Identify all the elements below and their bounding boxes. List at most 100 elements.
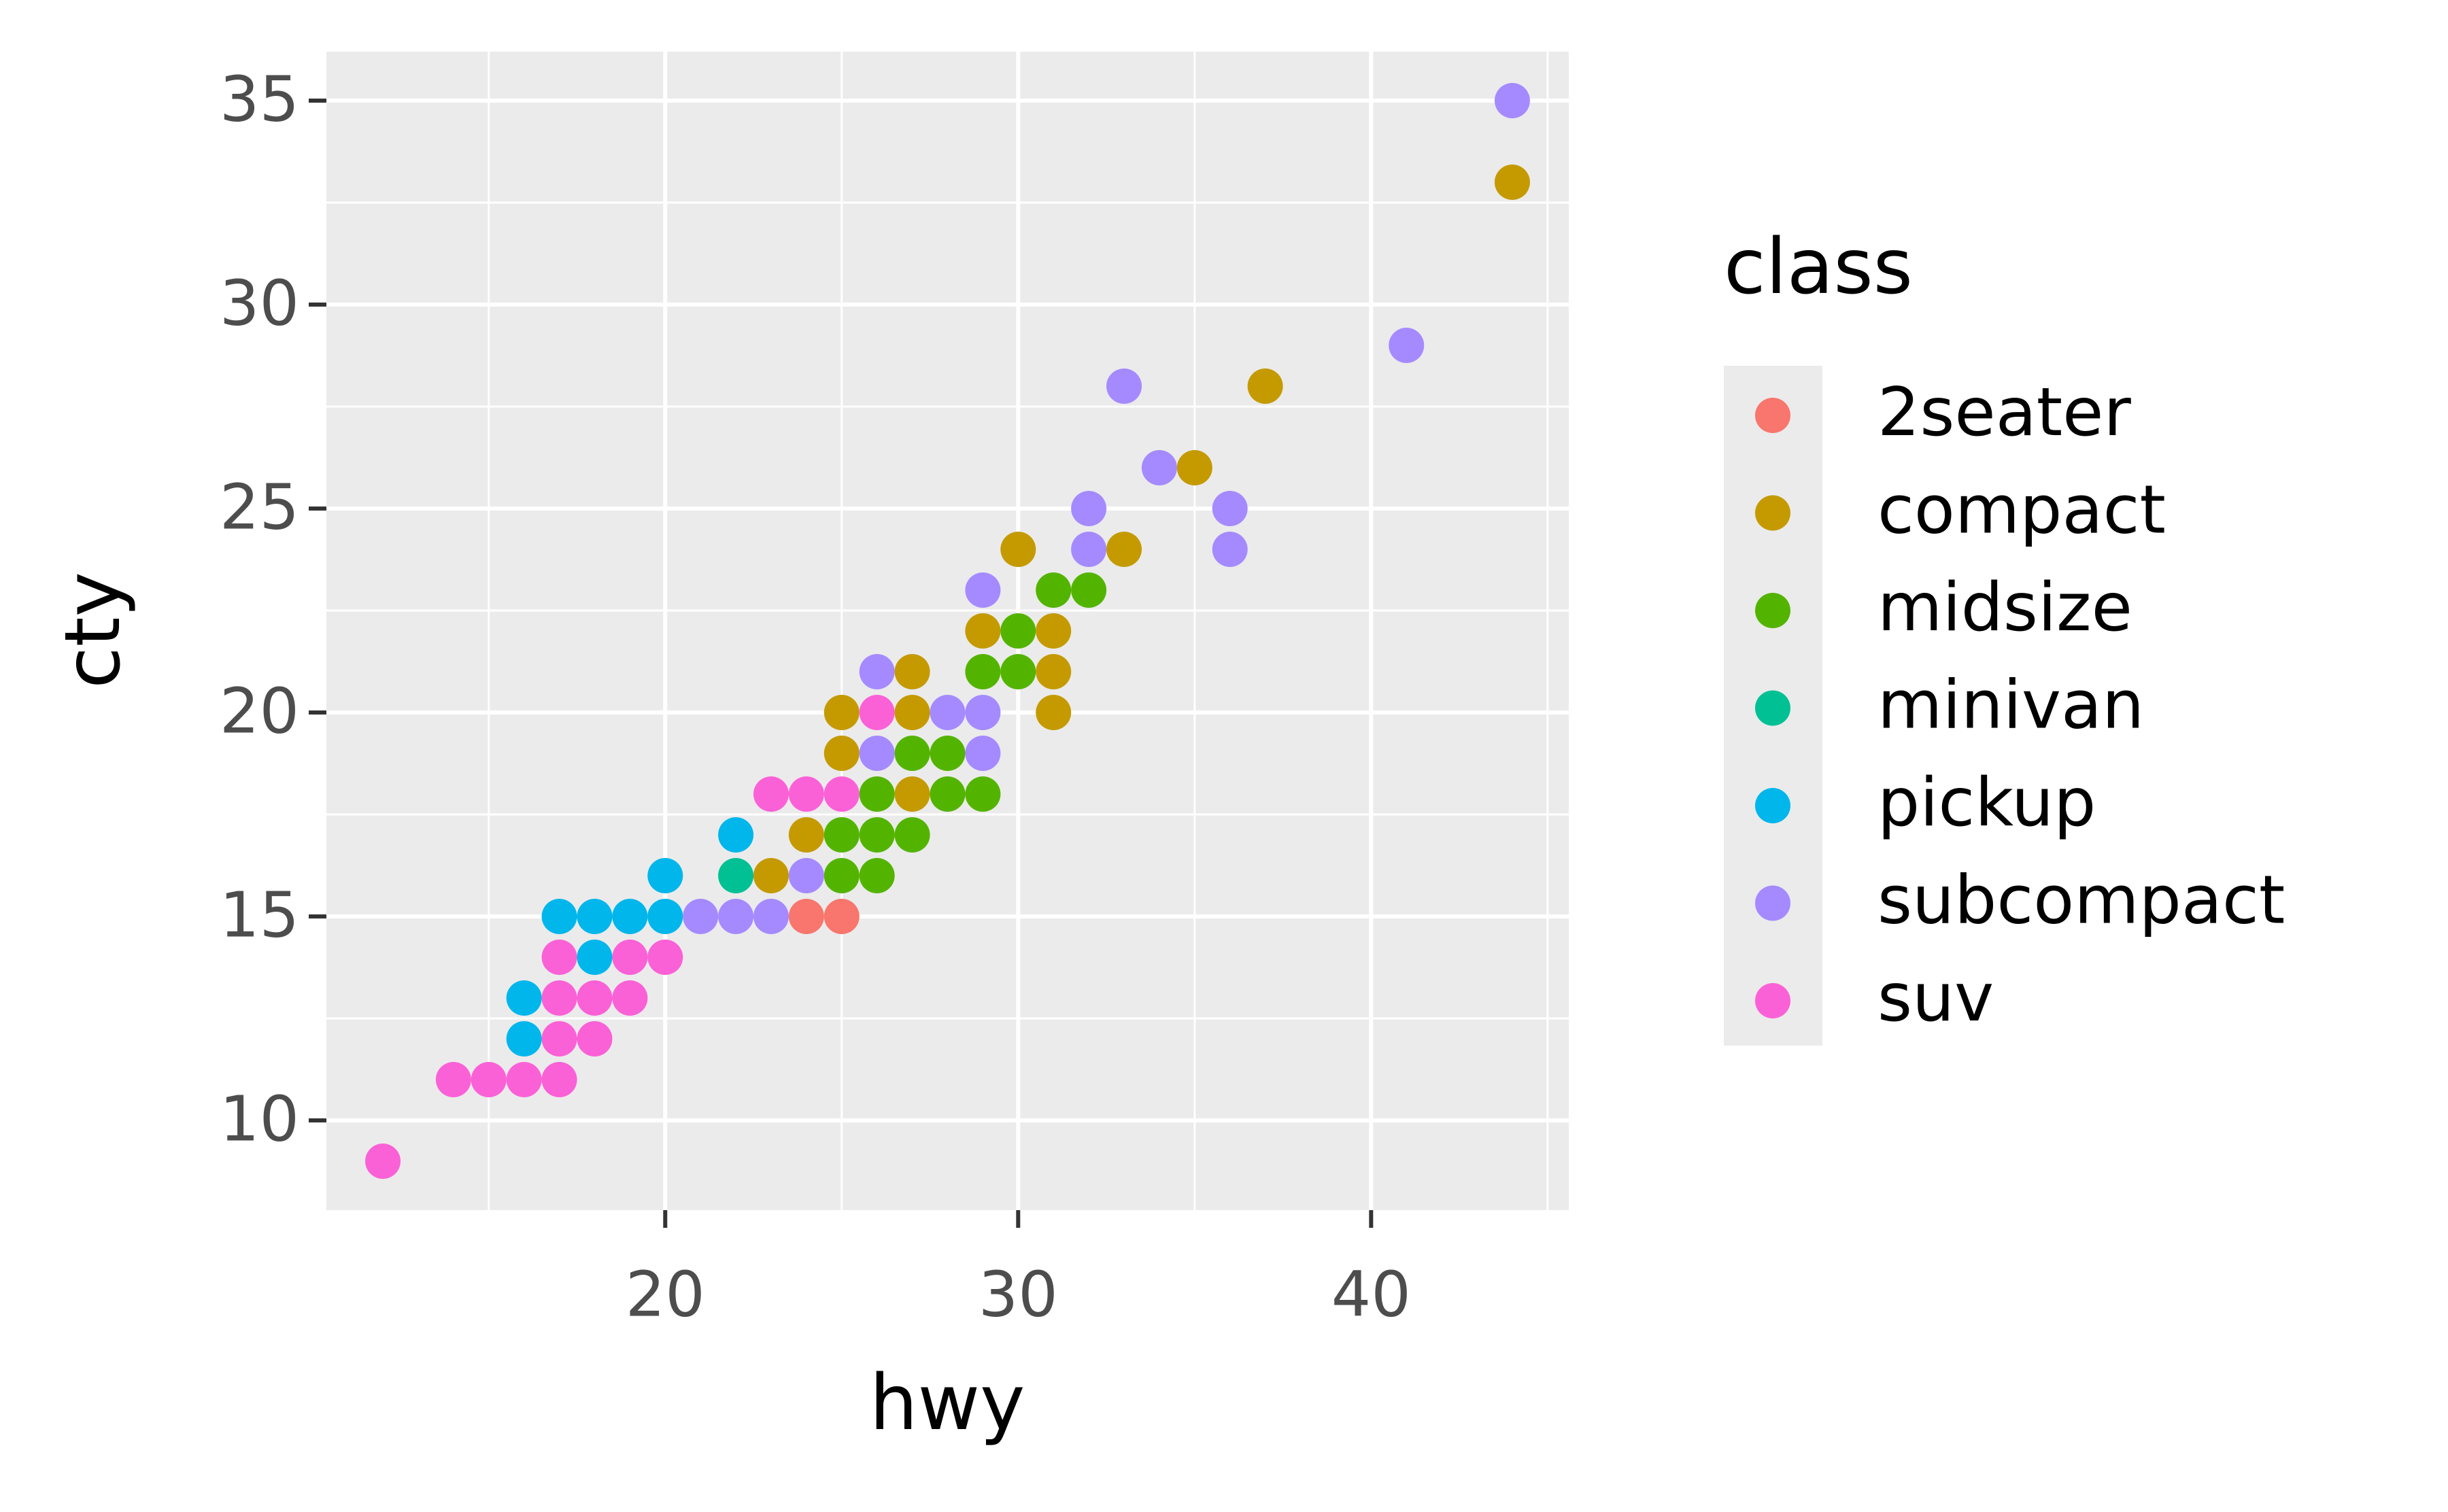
legend-key bbox=[1755, 788, 1790, 823]
legend-label: midsize bbox=[1877, 569, 2132, 647]
point bbox=[506, 1021, 542, 1056]
point bbox=[788, 899, 824, 934]
y-tick-label: 35 bbox=[220, 63, 299, 135]
point bbox=[577, 980, 613, 1016]
y-tick-label: 30 bbox=[220, 267, 299, 339]
point bbox=[965, 613, 1001, 649]
point bbox=[859, 695, 895, 730]
point bbox=[823, 736, 860, 771]
point bbox=[506, 980, 542, 1016]
point bbox=[859, 776, 895, 812]
legend-label: minivan bbox=[1877, 666, 2144, 744]
legend-key bbox=[1755, 495, 1790, 531]
point bbox=[647, 858, 683, 893]
point bbox=[647, 899, 683, 934]
point bbox=[894, 695, 930, 730]
point bbox=[894, 817, 930, 853]
y-axis-title: cty bbox=[49, 572, 137, 689]
point bbox=[612, 940, 648, 975]
point bbox=[1071, 532, 1107, 567]
point bbox=[1036, 695, 1072, 730]
point bbox=[577, 899, 613, 934]
y-tick-label: 25 bbox=[220, 470, 299, 543]
point bbox=[718, 899, 754, 934]
legend-key bbox=[1755, 690, 1790, 726]
point bbox=[577, 940, 613, 975]
point bbox=[823, 695, 860, 730]
point bbox=[1000, 613, 1036, 649]
legend-label: subcompact bbox=[1877, 861, 2285, 939]
point bbox=[965, 776, 1001, 812]
point bbox=[1036, 613, 1072, 649]
point bbox=[894, 736, 930, 771]
point bbox=[683, 899, 719, 934]
point bbox=[823, 899, 860, 934]
point bbox=[718, 858, 754, 893]
x-tick-label: 40 bbox=[1331, 1258, 1411, 1330]
panel bbox=[326, 52, 1569, 1210]
point bbox=[541, 899, 577, 934]
legend-key bbox=[1755, 885, 1790, 921]
point bbox=[859, 817, 895, 853]
point bbox=[1071, 572, 1107, 608]
point bbox=[930, 736, 966, 771]
point bbox=[823, 817, 860, 853]
point bbox=[930, 776, 966, 812]
point bbox=[1106, 368, 1142, 404]
point bbox=[506, 1062, 542, 1097]
legend-label: suv bbox=[1877, 959, 1994, 1037]
point bbox=[894, 776, 930, 812]
point bbox=[1036, 572, 1072, 608]
legend-key bbox=[1755, 983, 1790, 1018]
legend-label: pickup bbox=[1877, 764, 2096, 842]
point bbox=[859, 858, 895, 893]
x-tick-label: 20 bbox=[626, 1258, 705, 1330]
point bbox=[1106, 532, 1142, 567]
legend-label: compact bbox=[1877, 471, 2166, 549]
point bbox=[1071, 491, 1107, 526]
point bbox=[753, 776, 789, 812]
y-tick-label: 15 bbox=[220, 878, 299, 951]
point bbox=[612, 899, 648, 934]
point bbox=[1212, 532, 1248, 567]
point bbox=[1000, 532, 1036, 567]
point bbox=[612, 980, 648, 1016]
legend-key bbox=[1755, 593, 1790, 628]
point bbox=[859, 736, 895, 771]
x-axis-title: hwy bbox=[870, 1359, 1025, 1447]
point bbox=[471, 1062, 507, 1097]
point bbox=[823, 776, 860, 812]
point bbox=[965, 572, 1001, 608]
point bbox=[1494, 165, 1530, 200]
point bbox=[541, 1062, 577, 1097]
legend-title: class bbox=[1724, 223, 1913, 311]
point bbox=[753, 899, 789, 934]
point bbox=[541, 940, 577, 975]
point bbox=[1176, 450, 1212, 485]
point bbox=[1036, 654, 1072, 689]
point bbox=[541, 1021, 577, 1056]
y-tick-label: 10 bbox=[220, 1082, 299, 1155]
point bbox=[1000, 654, 1036, 689]
point bbox=[788, 817, 824, 853]
point bbox=[577, 1021, 613, 1056]
point bbox=[718, 817, 754, 853]
point bbox=[788, 776, 824, 812]
point bbox=[894, 654, 930, 689]
point bbox=[1494, 83, 1530, 118]
point bbox=[1389, 328, 1425, 363]
point bbox=[541, 980, 577, 1016]
point bbox=[788, 858, 824, 893]
y-tick-label: 20 bbox=[220, 674, 299, 747]
point bbox=[435, 1062, 471, 1097]
point bbox=[930, 695, 966, 730]
x-tick-label: 30 bbox=[979, 1258, 1058, 1330]
point bbox=[859, 654, 895, 689]
point bbox=[965, 736, 1001, 771]
point bbox=[965, 654, 1001, 689]
point bbox=[365, 1144, 401, 1179]
legend-label: 2seater bbox=[1877, 374, 2131, 451]
point bbox=[647, 940, 683, 975]
point bbox=[1212, 491, 1248, 526]
